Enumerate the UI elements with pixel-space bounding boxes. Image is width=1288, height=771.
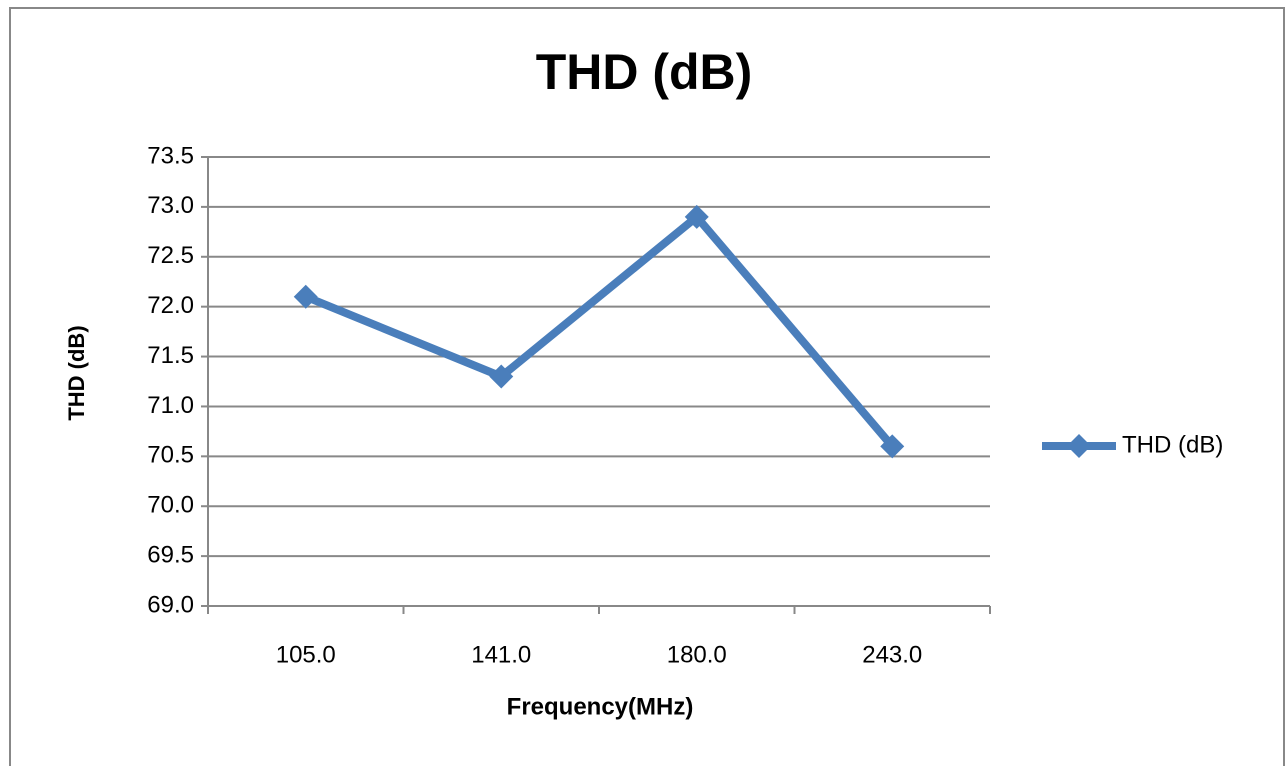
y-tick-label: 70.0 — [147, 492, 194, 519]
y-tick-label: 71.0 — [147, 392, 194, 419]
x-tick-label: 141.0 — [471, 641, 531, 668]
data-point — [293, 284, 318, 309]
legend-marker — [1067, 434, 1091, 458]
y-tick-label: 70.5 — [147, 442, 194, 469]
data-point — [489, 364, 514, 389]
y-tick-label: 72.0 — [147, 292, 194, 319]
x-tick-label: 180.0 — [667, 641, 727, 668]
chart-title: THD (dB) — [536, 44, 753, 100]
data-line — [304, 212, 896, 449]
y-tick-label: 69.0 — [147, 591, 194, 618]
y-tick-label: 72.5 — [147, 242, 194, 269]
y-axis-label: THD (dB) — [64, 325, 89, 420]
x-tick-label: 105.0 — [276, 641, 336, 668]
y-tick-label: 73.0 — [147, 192, 194, 219]
x-axis-label: Frequency(MHz) — [507, 693, 694, 720]
data-point — [684, 204, 709, 229]
legend-label: THD (dB) — [1122, 431, 1223, 458]
y-tick-label: 73.5 — [147, 142, 194, 169]
y-tick-label: 71.5 — [147, 342, 194, 369]
chart-frame — [9, 7, 1285, 771]
data-point — [880, 434, 905, 459]
x-tick-label: 243.0 — [862, 641, 922, 668]
y-tick-label: 69.5 — [147, 541, 194, 568]
